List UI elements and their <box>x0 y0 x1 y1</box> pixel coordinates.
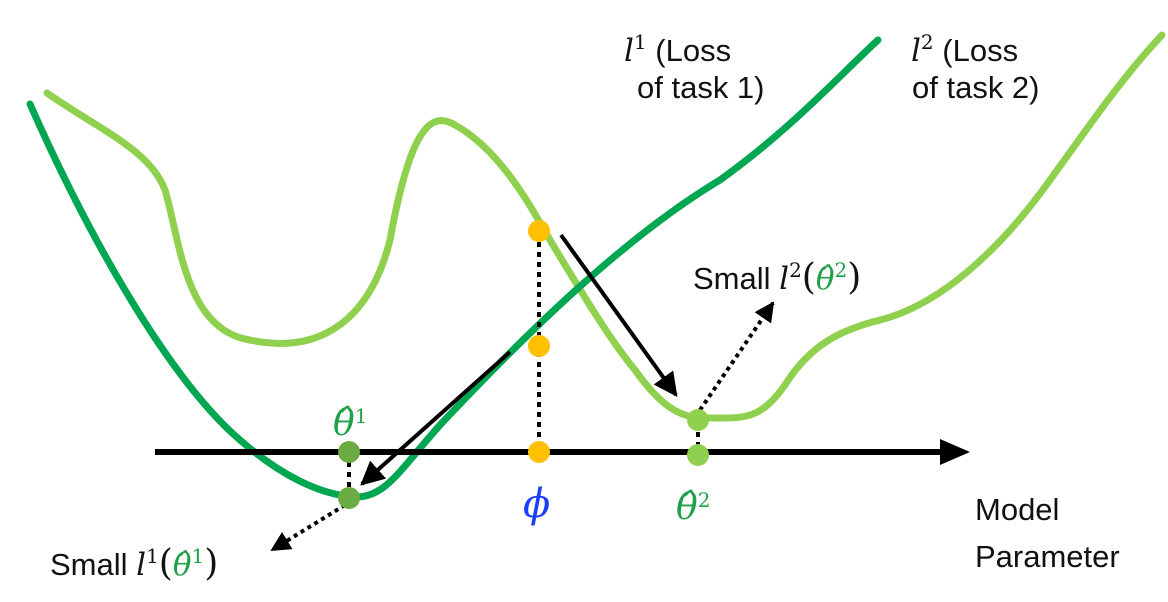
theta1-sup: 1 <box>354 404 368 428</box>
small-l1-prefix: Small <box>50 547 128 582</box>
loss-task2-label: l2 (Loss <box>911 24 1018 69</box>
loss-task2-symbol: l <box>911 33 921 69</box>
loss-task2-line1: (Loss <box>942 33 1019 68</box>
small-l2-label: Small l2(θ̂2) <box>693 252 861 297</box>
phi-point-on-loss1 <box>528 335 550 357</box>
loss-task1-line1: (Loss <box>655 33 732 68</box>
pointer-arrow-small-l2 <box>698 301 775 412</box>
theta2-symbol: θ̂ <box>676 487 698 528</box>
theta2-label: θ̂2 <box>676 480 710 528</box>
loss-curve-task1 <box>26 36 882 501</box>
theta2-point-on-axis <box>687 444 709 466</box>
step-arrow-task2 <box>559 233 678 397</box>
theta1-label: θ̂1 <box>333 396 367 444</box>
step-arrow-task1 <box>360 350 512 486</box>
loss-task1-sup: 1 <box>633 30 647 54</box>
small-l2-close-paren: ) <box>847 257 862 298</box>
theta1-point-on-axis <box>338 441 360 463</box>
small-l1-sup: 1 <box>146 544 159 568</box>
loss-task1-label: l1 (Loss <box>624 24 731 69</box>
theta1-point-on-loss1 <box>338 487 360 509</box>
phi-label: ϕ <box>523 481 551 527</box>
small-l1-arg: θ̂ <box>172 547 192 583</box>
axis-label-line2: Parameter <box>975 539 1120 574</box>
theta2-sup: 2 <box>697 488 711 512</box>
small-l2-arg: θ̂ <box>815 261 835 297</box>
small-l2-open-paren: ( <box>801 257 816 298</box>
small-l1-label: Small l1(θ̂1) <box>50 538 218 583</box>
loss-task1-label-line2: of task 1) <box>637 70 765 105</box>
small-l2-arg-sup: 2 <box>834 258 848 282</box>
theta1-symbol: θ̂ <box>333 403 355 444</box>
small-l1-arg-sup: 1 <box>191 544 205 568</box>
small-l1-close-paren: ) <box>204 543 219 584</box>
pointer-arrow-small-l1 <box>270 503 347 552</box>
theta2-point-on-loss2 <box>687 409 709 431</box>
phi-point-on-axis <box>528 441 550 463</box>
small-l2-symbol: l <box>779 261 790 297</box>
axis-label-line1: Model <box>975 492 1060 527</box>
parameter-axis-arrowhead <box>940 439 970 465</box>
small-l1-symbol: l <box>136 547 147 583</box>
small-l1-open-paren: ( <box>158 543 173 584</box>
phi-point-on-loss2 <box>528 220 550 242</box>
loss-task2-sup: 2 <box>920 30 934 54</box>
small-l2-prefix: Small <box>693 261 771 296</box>
small-l2-sup: 2 <box>789 258 802 282</box>
loss-task2-label-line2: of task 2) <box>912 70 1040 105</box>
loss-task1-symbol: l <box>624 33 634 69</box>
loss-curve-task2 <box>43 31 1166 422</box>
